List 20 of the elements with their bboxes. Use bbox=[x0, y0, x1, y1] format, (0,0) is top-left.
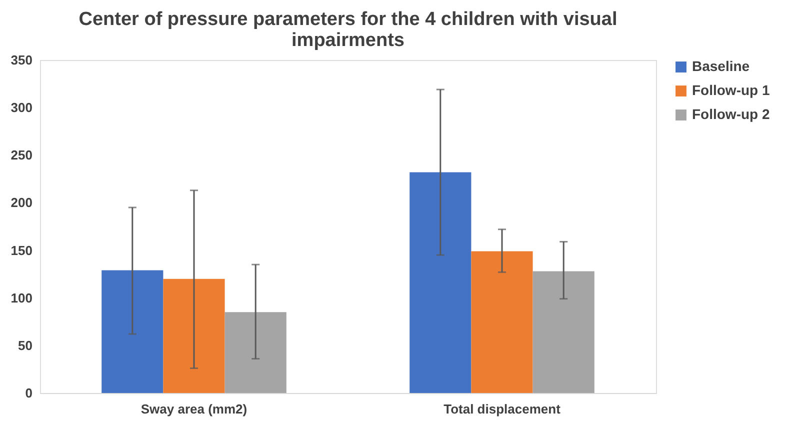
legend-label: Follow-up 1 bbox=[692, 82, 770, 98]
y-tick-label: 350 bbox=[10, 52, 32, 68]
bar bbox=[532, 271, 594, 393]
x-tick-label: Sway area (mm2) bbox=[140, 402, 248, 416]
bar bbox=[224, 312, 286, 393]
y-tick-label: 100 bbox=[10, 290, 32, 306]
x-tick-label: Total displacement bbox=[444, 402, 562, 416]
legend-label: Follow-up 2 bbox=[692, 106, 770, 122]
y-tick-label: 50 bbox=[18, 338, 32, 353]
bar bbox=[410, 172, 472, 393]
bar bbox=[163, 278, 225, 393]
bar bbox=[471, 251, 533, 393]
y-tick-label: 200 bbox=[10, 195, 32, 210]
y-tick-label: 150 bbox=[10, 242, 32, 258]
bar bbox=[102, 270, 164, 393]
chart-title: Center of pressure parameters for the 4 children with visual impairments bbox=[78, 9, 618, 51]
y-tick-label: 250 bbox=[10, 148, 32, 163]
y-tick-label: 300 bbox=[10, 100, 32, 116]
legend-label: Baseline bbox=[692, 58, 750, 74]
y-tick-label: 0 bbox=[25, 386, 32, 400]
